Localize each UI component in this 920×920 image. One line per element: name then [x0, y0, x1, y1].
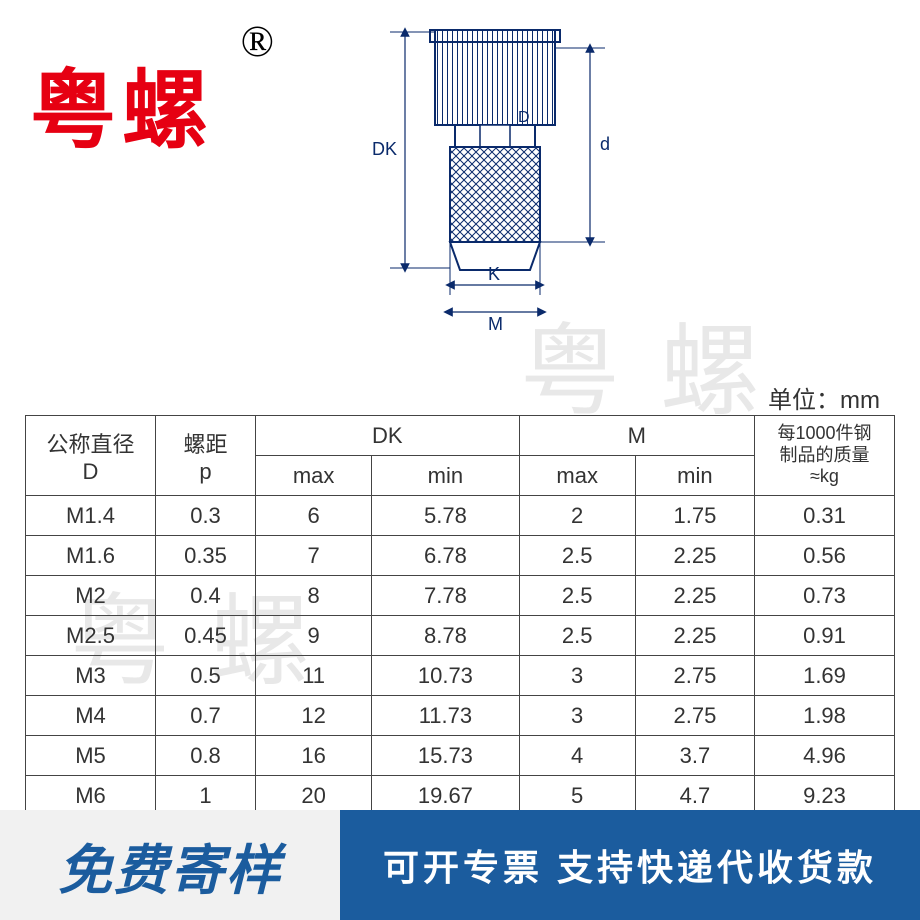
table-cell: 0.56	[755, 536, 895, 576]
table-cell: 2.75	[635, 696, 754, 736]
table-cell: 0.35	[156, 536, 256, 576]
table-cell: 2.25	[635, 616, 754, 656]
col-M-header: M	[519, 416, 754, 456]
table-cell: 0.3	[156, 496, 256, 536]
table-cell: 0.91	[755, 616, 895, 656]
table-cell: M4	[26, 696, 156, 736]
svg-text:K: K	[488, 264, 500, 284]
table-cell: 11	[256, 656, 372, 696]
spec-table: 公称直径 D 螺距 p DK M 每1000件钢 制品的质量 ≈kg max m…	[25, 415, 895, 816]
table-cell: 2.5	[519, 616, 635, 656]
svg-text:D: D	[518, 109, 530, 126]
table-cell: 4	[519, 736, 635, 776]
footer-right: 可开专票 支持快递代收货款	[340, 810, 920, 920]
table-cell: 2	[519, 496, 635, 536]
table-cell: 2.25	[635, 536, 754, 576]
table-cell: 6.78	[372, 536, 519, 576]
table-cell: 12	[256, 696, 372, 736]
table-row: M40.71211.7332.751.98	[26, 696, 895, 736]
table-cell: 2.75	[635, 656, 754, 696]
col-DK-header: DK	[256, 416, 520, 456]
table-cell: 7	[256, 536, 372, 576]
col-Mmin: min	[635, 456, 754, 496]
table-cell: 0.45	[156, 616, 256, 656]
table-cell: 10.73	[372, 656, 519, 696]
col-p-header-l2: p	[160, 459, 251, 485]
table-cell: 6	[256, 496, 372, 536]
footer-banner: 免费寄样 可开专票 支持快递代收货款	[0, 810, 920, 920]
table-cell: 16	[256, 736, 372, 776]
table-row: M1.60.3576.782.52.250.56	[26, 536, 895, 576]
table-cell: 3.7	[635, 736, 754, 776]
table-cell: M2.5	[26, 616, 156, 656]
table-row: M30.51110.7332.751.69	[26, 656, 895, 696]
table-cell: 2.5	[519, 536, 635, 576]
svg-text:M: M	[488, 314, 503, 334]
svg-text:DK: DK	[372, 139, 397, 159]
table-cell: M1.4	[26, 496, 156, 536]
table-cell: M2	[26, 576, 156, 616]
table-cell: 4.96	[755, 736, 895, 776]
table-cell: 8	[256, 576, 372, 616]
col-DKmax: max	[256, 456, 372, 496]
col-weight-l2: 制品的质量	[759, 445, 890, 467]
registered-mark: ®	[241, 16, 274, 67]
table-cell: 0.4	[156, 576, 256, 616]
footer-left: 免费寄样	[0, 810, 340, 920]
col-p-header-l1: 螺距	[160, 427, 251, 459]
table-cell: 2.25	[635, 576, 754, 616]
table-row: M50.81615.7343.74.96	[26, 736, 895, 776]
table-cell: 3	[519, 696, 635, 736]
table-row: M1.40.365.7821.750.31	[26, 496, 895, 536]
col-weight-l3: ≈kg	[759, 466, 890, 488]
table-cell: 9	[256, 616, 372, 656]
technical-diagram: D DK d K M	[360, 20, 640, 345]
col-weight-l1: 每1000件钢	[759, 423, 890, 445]
table-cell: 5.78	[372, 496, 519, 536]
col-Mmax: max	[519, 456, 635, 496]
table-cell: M3	[26, 656, 156, 696]
table-cell: 0.5	[156, 656, 256, 696]
col-D-header-l2: D	[30, 459, 151, 485]
table-cell: 1.75	[635, 496, 754, 536]
table-cell: M1.6	[26, 536, 156, 576]
table-cell: 11.73	[372, 696, 519, 736]
brand-logo: 粤螺 ®	[30, 40, 214, 165]
table-cell: 0.7	[156, 696, 256, 736]
table-cell: 0.73	[755, 576, 895, 616]
table-cell: 0.8	[156, 736, 256, 776]
table-cell: 15.73	[372, 736, 519, 776]
unit-label: 单位：mm	[768, 380, 880, 415]
svg-text:d: d	[600, 134, 610, 154]
table-cell: 7.78	[372, 576, 519, 616]
brand-text: 粤螺	[30, 63, 214, 159]
table-row: M20.487.782.52.250.73	[26, 576, 895, 616]
table-cell: 3	[519, 656, 635, 696]
table-cell: 0.31	[755, 496, 895, 536]
table-cell: 2.5	[519, 576, 635, 616]
table-cell: 1.69	[755, 656, 895, 696]
table-cell: 1.98	[755, 696, 895, 736]
col-DKmin: min	[372, 456, 519, 496]
table-row: M2.50.4598.782.52.250.91	[26, 616, 895, 656]
table-cell: 8.78	[372, 616, 519, 656]
col-D-header-l1: 公称直径	[30, 427, 151, 459]
table-cell: M5	[26, 736, 156, 776]
